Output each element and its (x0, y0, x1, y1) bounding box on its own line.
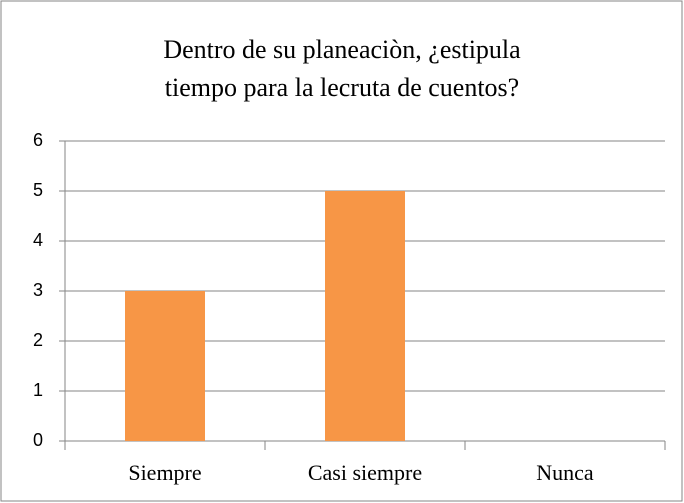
x-tick-label: Casi siempre (308, 460, 422, 485)
y-tick-label: 1 (33, 380, 43, 400)
bar (125, 291, 205, 441)
y-tick-label: 3 (33, 280, 43, 300)
y-tick-label: 6 (33, 130, 43, 150)
bar (325, 191, 405, 441)
x-tick-label: Siempre (128, 460, 201, 485)
y-tick-label: 0 (33, 430, 43, 450)
x-tick-label: Nunca (536, 460, 594, 485)
y-tick-label: 5 (33, 180, 43, 200)
y-tick-label: 2 (33, 330, 43, 350)
chart-title: Dentro de su planeaciòn, ¿estipula (163, 35, 521, 64)
chart-title: tiempo para la lecruta de cuentos? (165, 73, 519, 102)
y-tick-label: 4 (33, 230, 43, 250)
